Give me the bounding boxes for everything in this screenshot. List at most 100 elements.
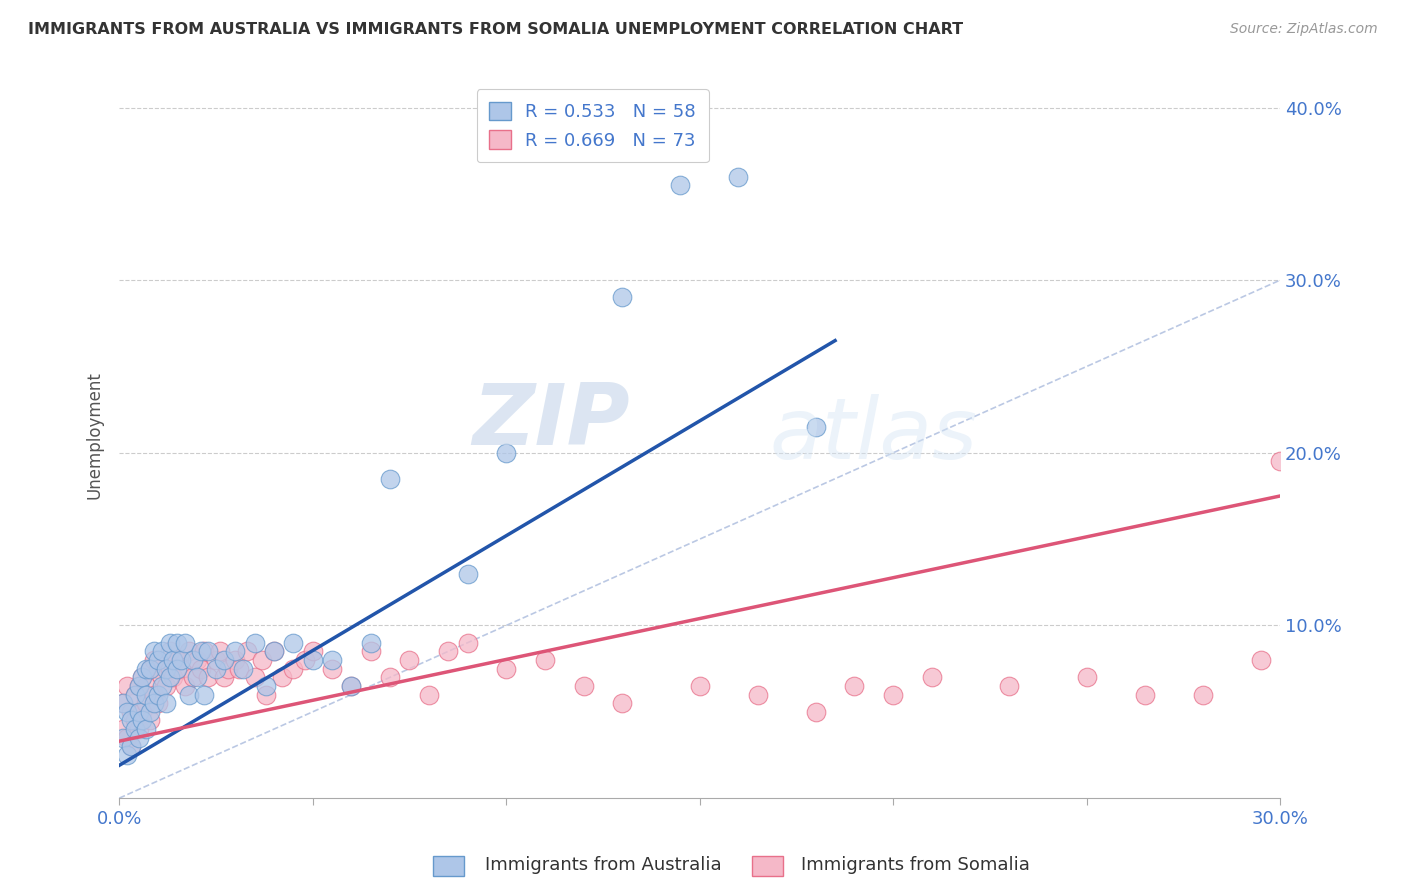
Point <box>612 696 634 710</box>
Point <box>135 722 157 736</box>
Point <box>143 696 166 710</box>
Point <box>166 636 188 650</box>
Point <box>115 679 138 693</box>
Point <box>143 644 166 658</box>
Point <box>283 662 305 676</box>
Point <box>301 653 323 667</box>
Point <box>166 662 188 676</box>
Point <box>283 636 305 650</box>
Text: atlas: atlas <box>769 394 977 477</box>
Point <box>174 636 197 650</box>
Point <box>150 670 173 684</box>
Point <box>128 679 150 693</box>
Text: ZIP: ZIP <box>472 380 630 463</box>
Point <box>378 472 401 486</box>
Point <box>162 670 184 684</box>
Point <box>294 653 316 667</box>
Point <box>124 722 146 736</box>
Point <box>236 644 259 658</box>
Text: Immigrants from Somalia: Immigrants from Somalia <box>801 856 1031 874</box>
Point <box>143 653 166 667</box>
Point <box>212 670 235 684</box>
Point <box>1268 454 1291 468</box>
Point <box>155 662 177 676</box>
Point <box>882 688 904 702</box>
Point <box>495 662 517 676</box>
Point <box>193 644 215 658</box>
Text: Source: ZipAtlas.com: Source: ZipAtlas.com <box>1230 22 1378 37</box>
Point <box>135 688 157 702</box>
Point <box>378 670 401 684</box>
Point <box>197 670 219 684</box>
Point <box>360 644 382 658</box>
Point <box>190 644 212 658</box>
Point <box>150 644 173 658</box>
Point <box>139 662 162 676</box>
Point <box>120 714 142 728</box>
Point <box>128 705 150 719</box>
Y-axis label: Unemployment: Unemployment <box>86 372 103 500</box>
Point <box>263 644 285 658</box>
Point <box>174 679 197 693</box>
Point <box>844 679 866 693</box>
Point <box>205 653 228 667</box>
Point <box>124 688 146 702</box>
Point <box>321 653 343 667</box>
Point <box>224 644 246 658</box>
Point <box>457 566 479 581</box>
Point <box>128 731 150 745</box>
Point <box>212 653 235 667</box>
Point <box>263 644 285 658</box>
Point <box>150 679 173 693</box>
Point <box>572 679 595 693</box>
Point <box>166 653 188 667</box>
Point <box>243 670 266 684</box>
Point <box>321 662 343 676</box>
Point <box>128 679 150 693</box>
Point <box>921 670 943 684</box>
Point <box>804 420 827 434</box>
Point <box>146 696 169 710</box>
Point <box>193 688 215 702</box>
Point <box>124 688 146 702</box>
Point <box>159 670 181 684</box>
Point <box>437 644 460 658</box>
Point <box>612 290 634 304</box>
Point <box>1076 670 1098 684</box>
Point <box>115 747 138 762</box>
Point <box>112 722 135 736</box>
Point <box>146 653 169 667</box>
Point <box>131 670 153 684</box>
Point <box>340 679 363 693</box>
Point <box>177 644 200 658</box>
Point <box>205 662 228 676</box>
Point <box>301 644 323 658</box>
Point <box>186 670 208 684</box>
Point <box>804 705 827 719</box>
Point <box>159 644 181 658</box>
Point <box>135 679 157 693</box>
Point <box>181 653 204 667</box>
Point <box>1250 653 1272 667</box>
Point <box>112 731 135 745</box>
Point <box>669 178 692 193</box>
Point <box>197 644 219 658</box>
Point <box>139 662 162 676</box>
Point <box>186 653 208 667</box>
Point <box>534 653 557 667</box>
Point <box>727 169 749 184</box>
Point <box>170 662 193 676</box>
Point <box>217 662 239 676</box>
Point <box>170 653 193 667</box>
Text: Immigrants from Australia: Immigrants from Australia <box>485 856 721 874</box>
Point <box>181 670 204 684</box>
Point <box>232 662 254 676</box>
Legend: R = 0.533   N = 58, R = 0.669   N = 73: R = 0.533 N = 58, R = 0.669 N = 73 <box>477 89 709 162</box>
Point <box>495 446 517 460</box>
Point <box>135 696 157 710</box>
Point <box>115 731 138 745</box>
Point <box>689 679 711 693</box>
Point <box>340 679 363 693</box>
Point <box>252 653 274 667</box>
Point <box>128 722 150 736</box>
